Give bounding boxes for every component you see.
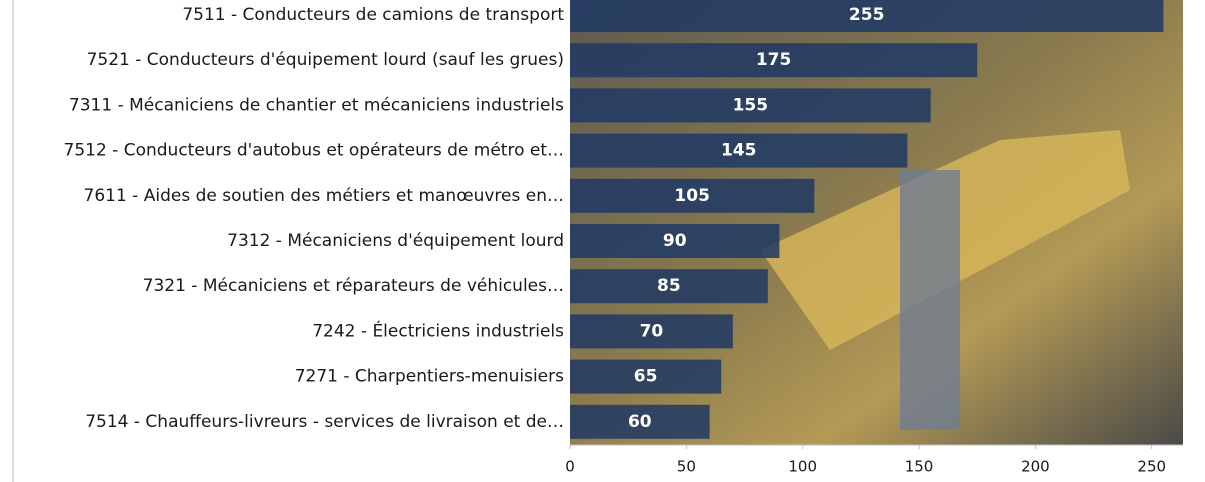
bar (570, 314, 733, 349)
y-tick-label: 7514 - Chauffeurs-livreurs - services de… (85, 412, 564, 432)
data-label: 145 (721, 141, 757, 161)
y-tick-label: 7242 - Électriciens industriels (312, 319, 564, 341)
x-tick-label: 200 (1021, 458, 1050, 476)
x-tick-label: 250 (1137, 458, 1166, 476)
y-tick-label: 7321 - Mécaniciens et réparateurs de véh… (143, 276, 564, 296)
data-label: 60 (628, 412, 652, 432)
x-tick-label: 150 (905, 458, 934, 476)
x-tick-label: 0 (565, 458, 575, 476)
x-tick-label: 50 (677, 458, 696, 476)
data-label: 255 (849, 5, 885, 25)
data-label: 70 (640, 321, 664, 341)
bar (570, 359, 722, 394)
data-label: 85 (657, 276, 681, 296)
data-label: 65 (634, 367, 658, 387)
bar (570, 269, 768, 304)
bar (570, 178, 815, 213)
y-tick-label: 7311 - Mécaniciens de chantier et mécani… (69, 95, 564, 115)
y-tick-label: 7521 - Conducteurs d'équipement lourd (s… (87, 50, 564, 70)
y-tick-label: 7271 - Charpentiers-menuisiers (295, 367, 564, 387)
bar (570, 404, 710, 439)
data-label: 105 (674, 186, 710, 206)
data-label: 90 (663, 231, 687, 251)
x-tick-label: 100 (788, 458, 817, 476)
y-tick-label: 7511 - Conducteurs de camions de transpo… (182, 5, 564, 25)
y-tick-label: 7312 - Mécaniciens d'équipement lourd (227, 231, 564, 251)
bar (570, 88, 931, 123)
y-tick-label: 7512 - Conducteurs d'autobus et opérateu… (64, 141, 564, 161)
bar (570, 43, 978, 78)
data-label: 175 (756, 50, 792, 70)
bar (570, 133, 908, 168)
y-tick-label: 7611 - Aides de soutien des métiers et m… (84, 186, 564, 206)
data-label: 155 (733, 95, 769, 115)
photo-worker (900, 170, 960, 430)
bar (570, 224, 780, 258)
bar (570, 0, 1164, 32)
